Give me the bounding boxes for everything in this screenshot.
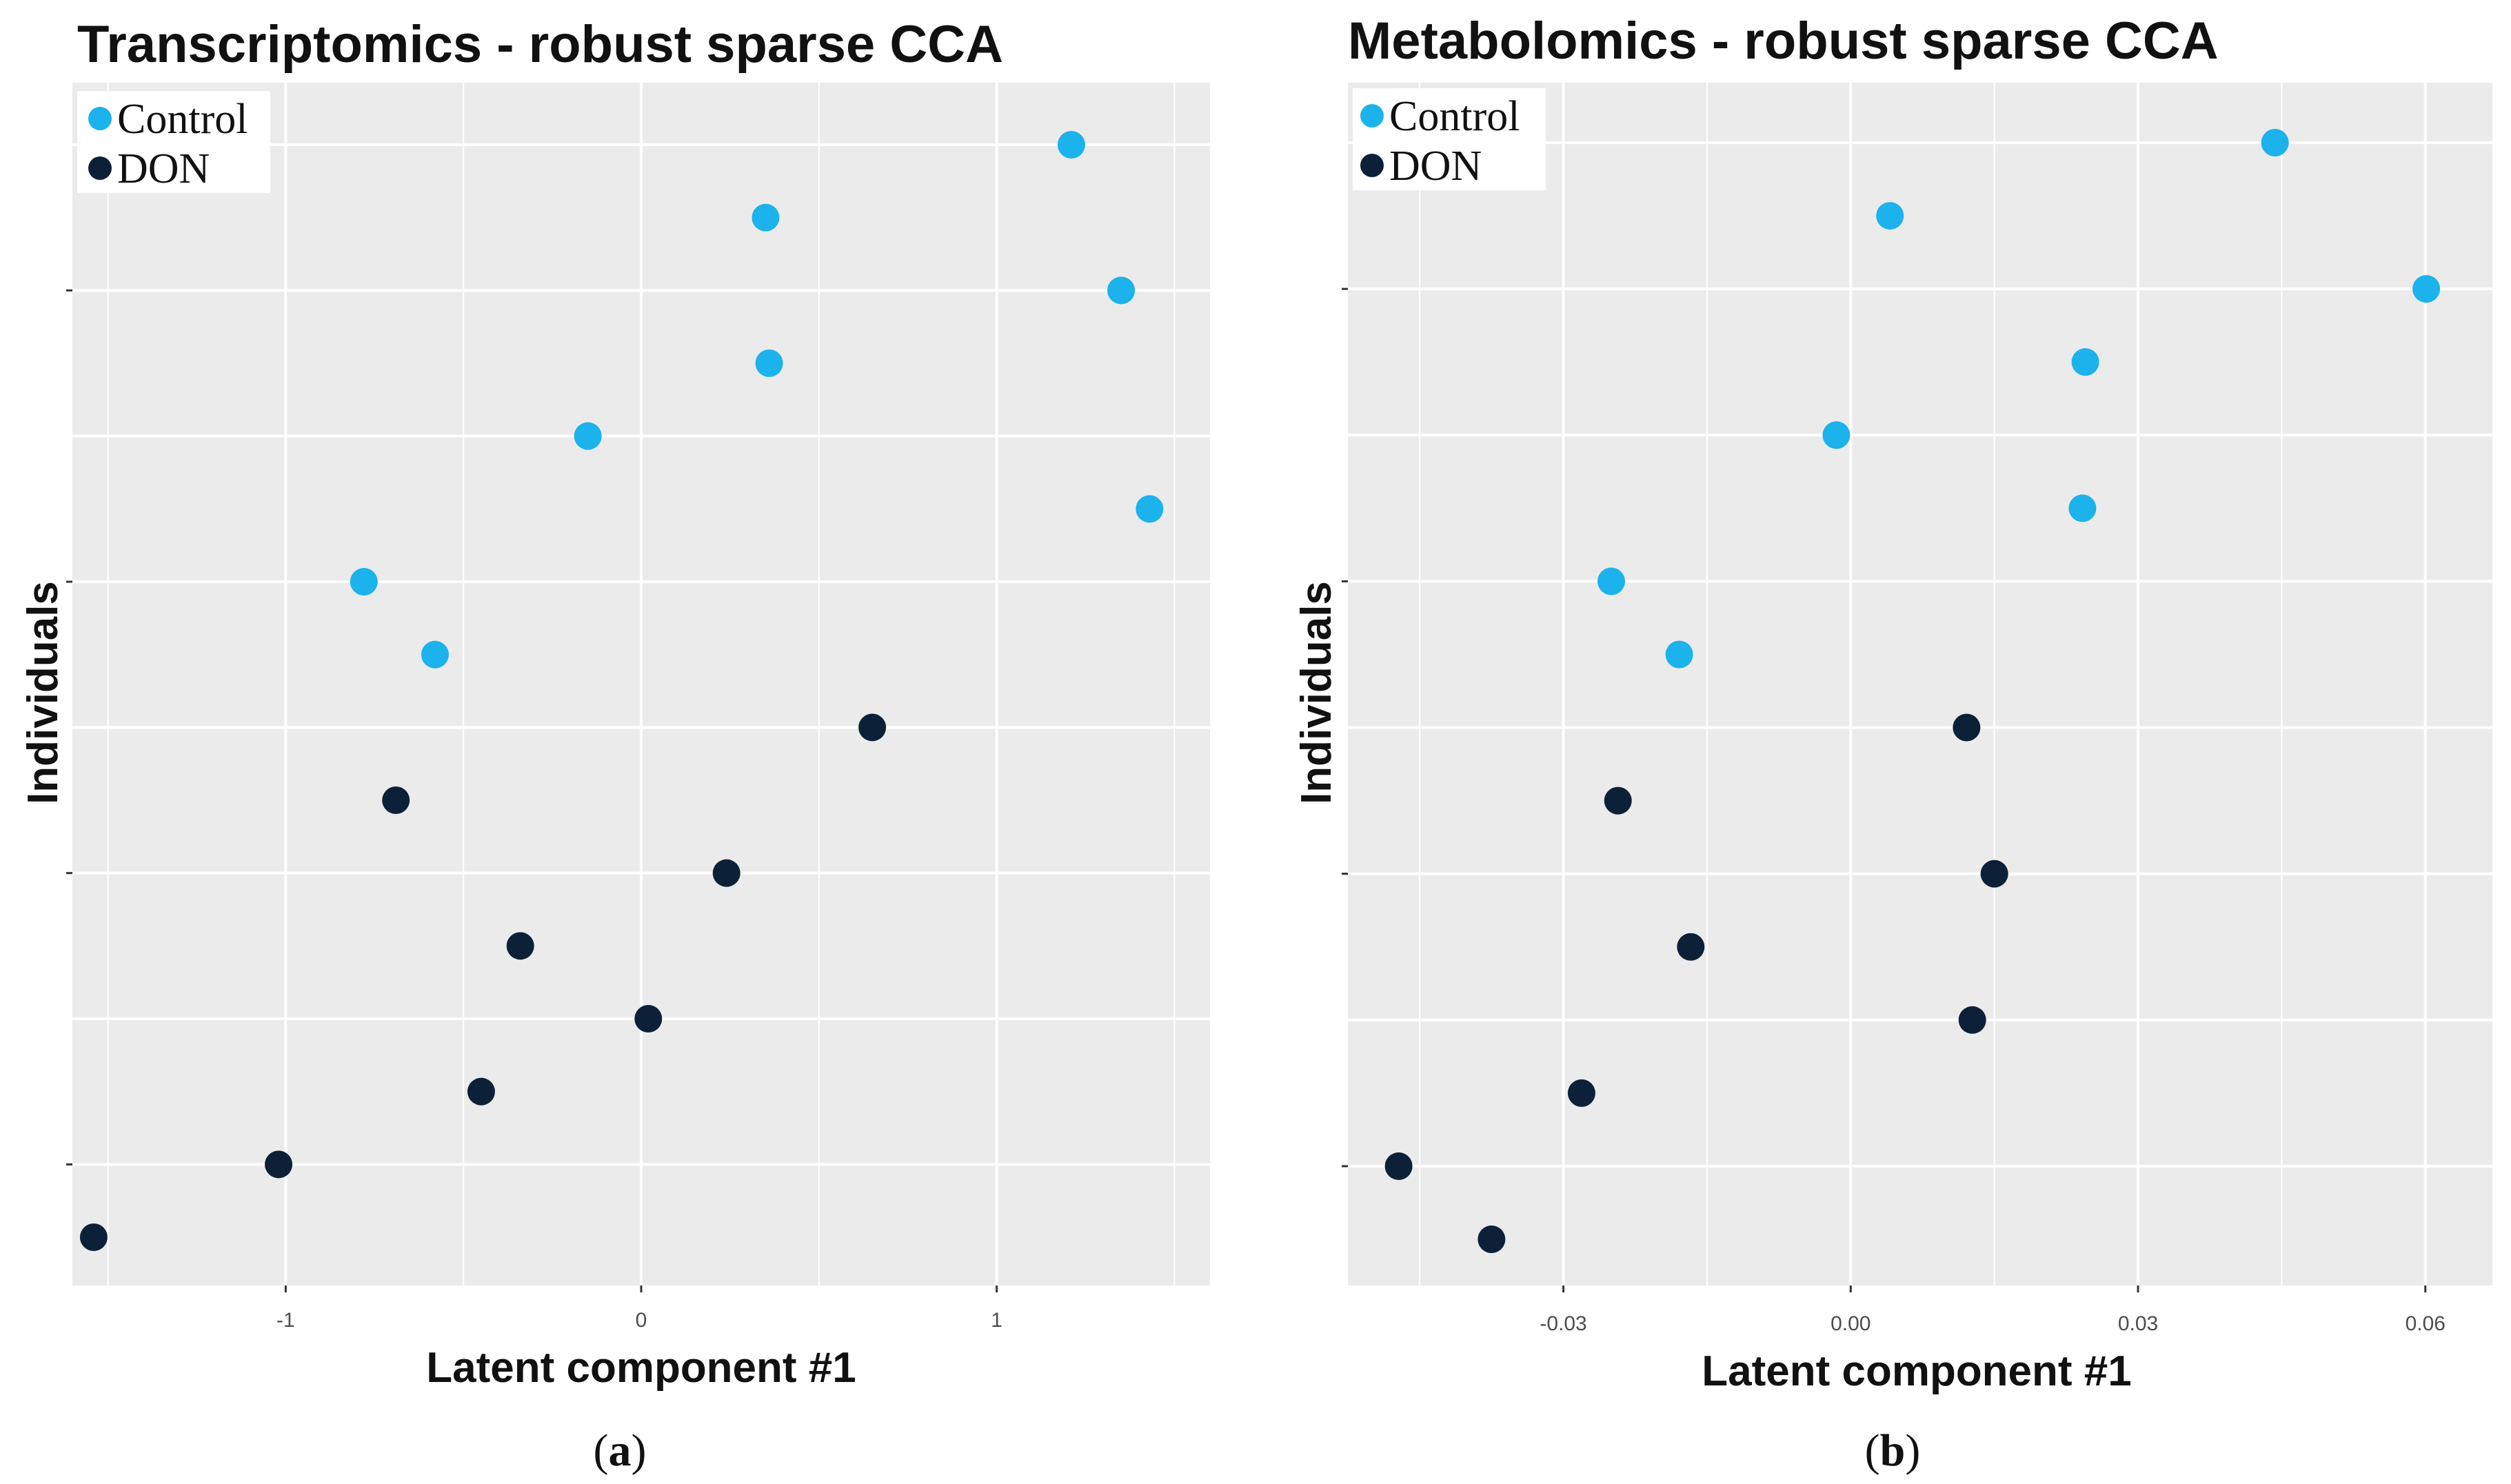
don-point bbox=[634, 1005, 663, 1033]
chart-title: Metabolomics - robust sparse CCA bbox=[1348, 12, 2219, 70]
y-axis-title: Individuals bbox=[1293, 581, 1340, 804]
control-point bbox=[755, 349, 783, 377]
control-point bbox=[2261, 129, 2289, 156]
x-tick-label: 1 bbox=[991, 1309, 1002, 1332]
axis-ticks: -1 0 1 bbox=[66, 289, 1002, 1332]
panel-caption: (b) bbox=[1865, 1425, 1921, 1476]
control-point bbox=[574, 422, 602, 450]
panel-caption-letter: a bbox=[609, 1425, 632, 1476]
data-points bbox=[1384, 129, 2441, 1253]
panel-metabolomics: -0.03 0.00 0.03 0.06 Metabolomics - robust … bbox=[1293, 12, 2492, 1476]
panel-caption-letter: b bbox=[1880, 1425, 1906, 1476]
control-point bbox=[1597, 567, 1626, 596]
x-tick-label: -0.03 bbox=[1540, 1312, 1586, 1335]
don-point bbox=[1953, 713, 1981, 742]
legend-box bbox=[1353, 88, 1546, 190]
plot-area-background bbox=[1348, 83, 2492, 1285]
legend-key-don bbox=[1360, 154, 1384, 177]
don-point bbox=[1604, 786, 1632, 815]
don-point bbox=[1384, 1152, 1413, 1180]
x-axis-title: Latent component #1 bbox=[1702, 1348, 2132, 1395]
control-point bbox=[752, 203, 780, 232]
don-point bbox=[1958, 1006, 1986, 1034]
gridlines bbox=[72, 83, 1210, 1285]
x-tick-label: 0.06 bbox=[2406, 1312, 2446, 1335]
chart-title: Transcriptomics - robust sparse CCA bbox=[77, 15, 1003, 74]
axis-ticks: -0.03 0.00 0.03 0.06 bbox=[1342, 287, 2446, 1335]
control-point bbox=[1057, 131, 1085, 159]
x-tick-label: 0 bbox=[636, 1309, 647, 1332]
legend-key-don bbox=[88, 156, 112, 180]
don-point bbox=[467, 1077, 495, 1106]
control-point bbox=[1876, 202, 1904, 230]
don-point bbox=[1478, 1226, 1506, 1253]
x-tick-label: 0.03 bbox=[2118, 1312, 2158, 1335]
legend-label-control: Control bbox=[117, 96, 248, 143]
don-point bbox=[858, 713, 887, 742]
control-point bbox=[1665, 640, 1693, 669]
don-point bbox=[265, 1150, 293, 1179]
control-point bbox=[1107, 276, 1136, 305]
legend-label-don: DON bbox=[1389, 143, 1482, 190]
x-axis-title: Latent component #1 bbox=[426, 1344, 856, 1392]
legend: Control DON bbox=[77, 91, 270, 193]
don-point bbox=[1980, 860, 2008, 888]
control-point bbox=[2071, 348, 2099, 376]
legend-label-control: Control bbox=[1389, 93, 1520, 140]
panel-transcriptomics: -1 0 1 Transcriptomics - robust sparse CCA… bbox=[19, 15, 1210, 1476]
legend-label-don: DON bbox=[117, 145, 210, 192]
don-point bbox=[712, 859, 740, 887]
data-points bbox=[79, 131, 1164, 1251]
legend-box bbox=[77, 91, 270, 193]
don-point bbox=[1677, 933, 1705, 961]
panel-caption: (a) bbox=[594, 1425, 647, 1476]
control-point bbox=[350, 568, 378, 596]
control-point bbox=[2412, 275, 2441, 303]
don-point bbox=[79, 1223, 108, 1251]
control-point bbox=[1822, 421, 1851, 449]
y-axis-title: Individuals bbox=[19, 581, 67, 804]
don-point bbox=[506, 932, 534, 960]
x-tick-label: 0.00 bbox=[1831, 1312, 1870, 1335]
legend: Control DON bbox=[1353, 88, 1546, 190]
legend-key-control bbox=[88, 107, 112, 130]
control-point bbox=[421, 640, 449, 669]
control-point bbox=[1136, 495, 1164, 523]
don-point bbox=[382, 786, 410, 814]
control-point bbox=[2068, 494, 2097, 522]
don-point bbox=[1567, 1079, 1595, 1107]
legend-key-control bbox=[1360, 104, 1384, 128]
x-tick-label: -1 bbox=[276, 1309, 295, 1332]
